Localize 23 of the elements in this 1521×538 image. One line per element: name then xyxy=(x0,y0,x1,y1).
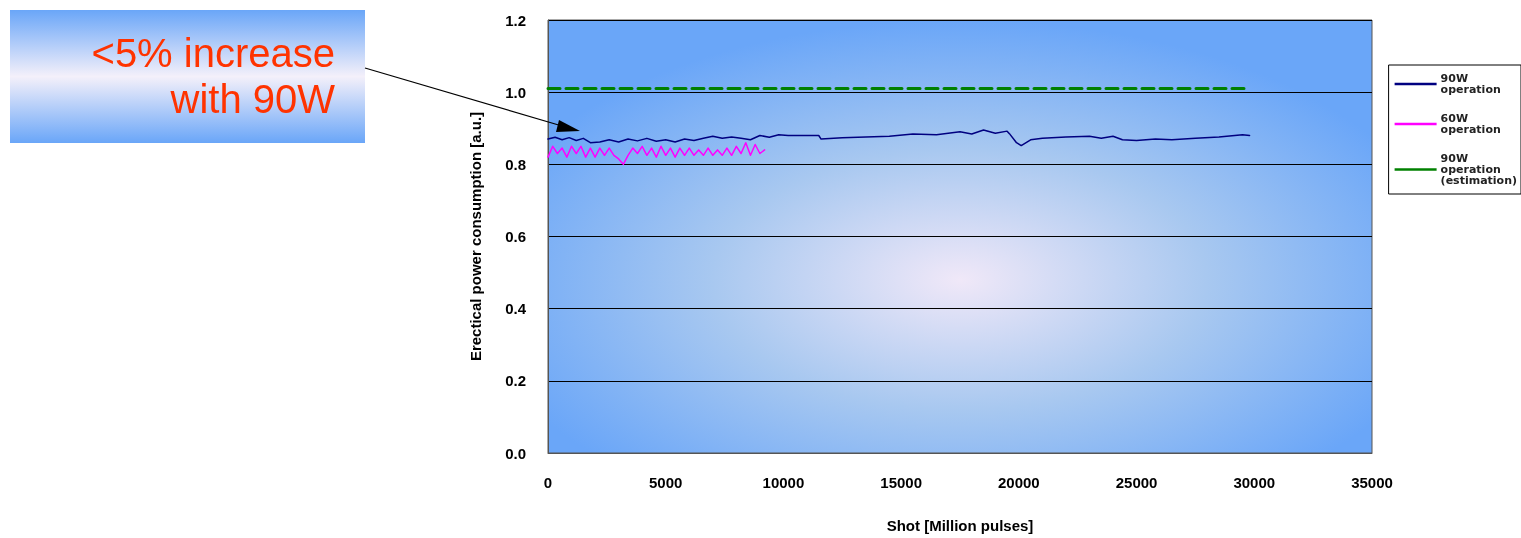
y-tick-label: 0.8 xyxy=(505,155,526,173)
x-tick-label: 20000 xyxy=(998,474,1040,491)
y-axis-title: Erectical power consumption [a.u.] xyxy=(467,111,484,362)
line-series xyxy=(547,141,766,166)
y-tick-label: 0.6 xyxy=(505,228,526,245)
y-tick-label: 1.0 xyxy=(505,83,526,101)
legend-label: 60W operation xyxy=(1440,112,1501,136)
y-tick-label: 0.2 xyxy=(505,372,526,390)
legend-label: 90W operation xyxy=(1440,72,1501,96)
x-tick-label: 25000 xyxy=(1115,474,1158,491)
x-tick-label: 0 xyxy=(543,474,553,491)
y-tick-label: 1.2 xyxy=(505,11,526,29)
x-tick-label: 30000 xyxy=(1233,474,1276,491)
legend-label: 90W operation (estimation) xyxy=(1440,152,1518,187)
x-tick-label: 10000 xyxy=(762,474,805,491)
x-tick-label: 5000 xyxy=(649,474,683,491)
y-tick-label: 0.0 xyxy=(505,444,526,462)
x-axis-title: Shot [Million pulses] xyxy=(886,517,1034,534)
x-tick-label: 15000 xyxy=(880,474,922,491)
y-tick-label: 0.4 xyxy=(505,300,527,318)
x-tick-label: 35000 xyxy=(1351,474,1393,491)
text: <5% increase with 90W xyxy=(91,31,336,121)
line-series xyxy=(547,129,1251,147)
